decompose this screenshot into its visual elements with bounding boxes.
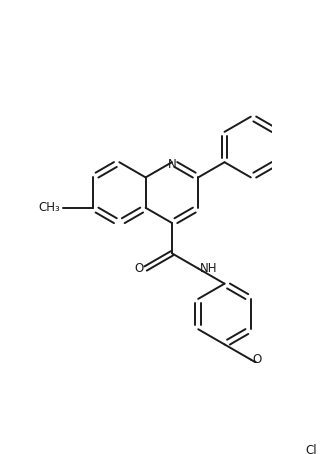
Text: NH: NH <box>200 262 217 275</box>
Text: O: O <box>134 262 143 275</box>
Text: CH₃: CH₃ <box>38 201 60 214</box>
Text: O: O <box>252 353 262 366</box>
Text: N: N <box>168 158 176 171</box>
Text: Cl: Cl <box>305 444 317 454</box>
